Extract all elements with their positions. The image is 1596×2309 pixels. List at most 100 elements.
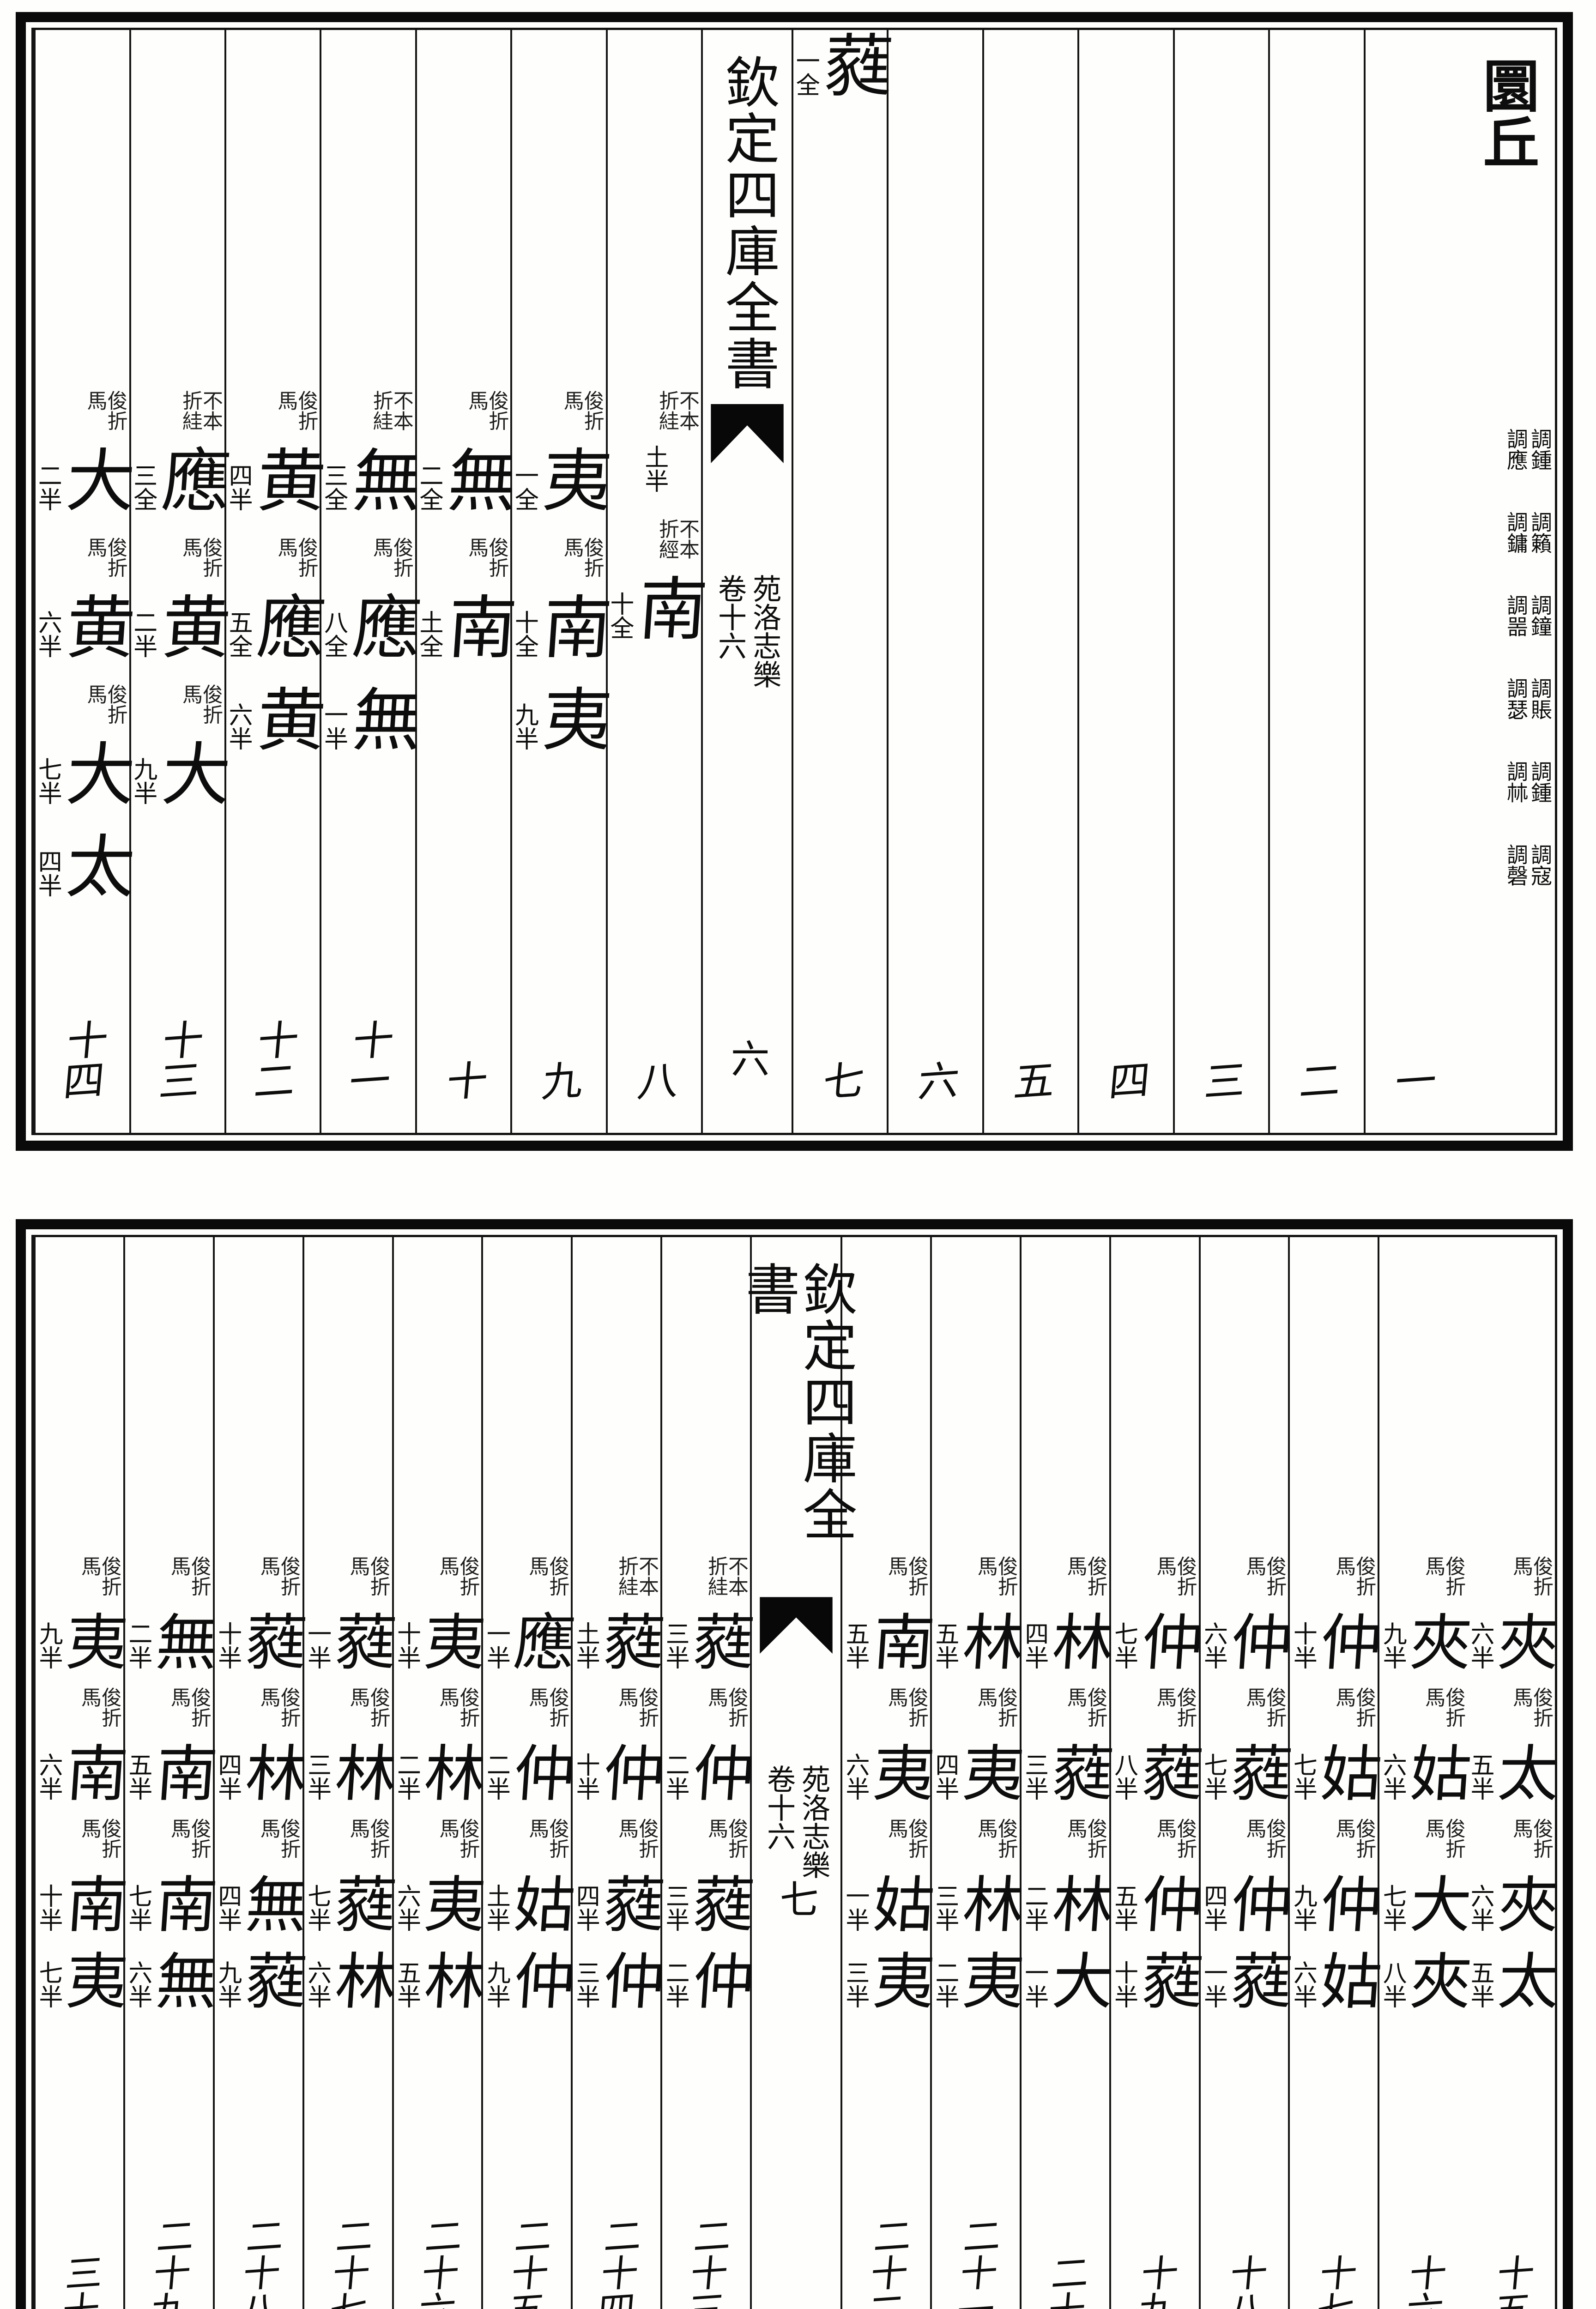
entry-value: 五半 — [1110, 1884, 1138, 1932]
entry-annotation: 俊折馬 — [1063, 1556, 1107, 1596]
pitch-char: 南 — [529, 592, 614, 660]
entry-annotation: 俊折馬 — [83, 390, 127, 431]
entry-value: 四半 — [931, 1753, 959, 1801]
entry-main-row: 五半仲 — [1110, 1873, 1205, 1934]
section-label: 圜丘 — [1474, 57, 1541, 169]
score-entry: 俊折馬 七半南 — [124, 1818, 219, 1934]
score-entry: 俊折馬 六半夾 — [1466, 1556, 1557, 1671]
measure-column: 俊折馬 十半夷俊折馬 二半林俊折馬 六半夷五半林二十六 — [392, 1237, 488, 2309]
entry-main-row: 三全應 — [129, 445, 232, 513]
entry-value: 三半 — [931, 1884, 959, 1932]
entry-main-row: 四半林 — [214, 1741, 309, 1802]
measure-column-content: 俊折馬 九半夷俊折馬 六半南俊折馬 十半南七半夷三十 — [34, 1237, 130, 2309]
measure-number: 十三 — [150, 1017, 206, 1102]
entry-annotation: 俊折馬 — [346, 1556, 390, 1596]
entry-annotation: 俊折馬 — [178, 537, 223, 578]
entry-annotation: 不本折經 — [655, 519, 700, 559]
pitch-char: 應 — [148, 445, 232, 513]
measure-column-content: 四 — [1079, 30, 1173, 1133]
pitch-char: 黄 — [243, 445, 328, 513]
measure-column-content: 俊折馬 五半林俊折馬 四半夷俊折馬 三半林二半夷二十一 — [931, 1237, 1026, 2309]
pitch-char: 夾 — [1486, 1610, 1557, 1671]
score-entry: 六半黄 — [224, 684, 328, 752]
entry-annotation: 俊折馬 — [1421, 1687, 1466, 1728]
entry-main-row: 六半林 — [303, 1949, 399, 2010]
entry-main-row: 六半無 — [124, 1949, 219, 2010]
measure-column-content: 二 — [1270, 30, 1363, 1133]
entry-value: 三半 — [1020, 1753, 1048, 1801]
measure-number: 八 — [629, 1058, 681, 1102]
entry-annotation: 俊折馬 — [973, 1687, 1018, 1728]
pitch-char: 蕤 — [681, 1610, 756, 1671]
entry-main-row: 四半蕤 — [572, 1873, 667, 1934]
measure-number: 二十二 — [859, 2216, 913, 2309]
pitch-char: 林 — [950, 1610, 1026, 1671]
pitch-char: 蕤 — [1129, 1741, 1205, 1802]
score-entry: 俊折馬 四半仲 — [1199, 1818, 1294, 1934]
entry-value: 七半 — [303, 1884, 331, 1932]
entry-value: 六半 — [1466, 1884, 1494, 1932]
pitch-char: 夷 — [950, 1949, 1026, 2010]
margin-column: 圜丘 調鍾 調應 調籟 調鏞 調鐘 調噐 調賬 調瑟 調鍾 調𣏟 調寇 調磬 — [1459, 30, 1555, 1133]
entry-annotation: 俊折馬 — [167, 1556, 211, 1596]
score-entry: 俊折馬 十全南 — [510, 537, 614, 660]
entry-annotation: 俊折馬 — [1509, 1818, 1553, 1859]
entry-main-row: 五半南 — [841, 1610, 937, 1671]
entry-annotation: 俊折馬 — [525, 1818, 569, 1859]
entry-annotation: 俊折馬 — [560, 390, 604, 431]
score-entry: 俊折馬 四半林 — [1021, 1556, 1116, 1671]
pitch-char: 仲 — [1308, 1610, 1384, 1671]
entry-main-row: 八全應 — [320, 592, 423, 660]
entry-main-row: 五半林 — [393, 1949, 488, 2010]
entry-value: 二半 — [482, 1753, 510, 1801]
entry-value: 四半 — [224, 463, 253, 511]
frame-bottom-columns: 俊折馬 六半夾俊折馬 五半太俊折馬 六半夾五半太十五 俊折馬 九半夾俊折馬 六半姑俊折馬 七半… — [31, 1235, 1557, 2309]
pitch-char: 黄 — [243, 684, 328, 752]
entry-value: 六半 — [34, 1753, 62, 1801]
measure-number: 十六 — [1398, 2252, 1449, 2309]
entry-value: 二半 — [34, 463, 62, 511]
measure-number: 二十九 — [142, 2216, 196, 2309]
volume-title-group: 苑洛志樂 卷十六 — [713, 574, 781, 689]
score-entry: 九半夷 — [510, 684, 613, 752]
entry-value: 九半 — [129, 757, 157, 805]
measure-column: 俊折馬 一半蕤俊折馬 三半林俊折馬 七半蕤六半林二十七 — [302, 1237, 399, 2309]
entry-main-row: 二半夷 — [931, 1949, 1026, 2010]
measure-number: 十一 — [341, 1017, 396, 1102]
entry-annotation: 俊折馬 — [435, 1687, 480, 1728]
entry-main-row: 三半蕤 — [1020, 1741, 1116, 1802]
pitch-char: 南 — [624, 573, 709, 641]
entry-main-row: 七半大 — [1378, 1873, 1474, 1934]
entry-value: 六半 — [303, 1960, 331, 2008]
entry-annotation: 俊折馬 — [1421, 1556, 1466, 1596]
score-entry: 俊折馬 九半夷 — [35, 1556, 130, 1671]
score-entry: 俊折馬 二半黄 — [129, 537, 232, 660]
entry-main-row: 十全南 — [606, 573, 709, 641]
entry-annotation: 不本折絓 — [178, 390, 223, 431]
pitch-char: 應 — [243, 592, 328, 660]
entry-value: 九半 — [1378, 1621, 1407, 1669]
pitch-char: 林 — [322, 1741, 399, 1802]
fishtail-icon — [711, 404, 784, 463]
score-entry: 俊折馬 四半無 — [214, 1818, 309, 1934]
entry-value: 九半 — [482, 1960, 510, 2008]
entry-annotation: 俊折馬 — [704, 1687, 748, 1728]
pitch-char: 南 — [434, 592, 519, 660]
entry-main-row: 六半黄 — [224, 684, 328, 752]
measure-column: 俊折馬 六半仲俊折馬 七半蕤俊折馬 四半仲一半蕤十八 — [1198, 1237, 1295, 2309]
pitch-char: 仲 — [1219, 1610, 1295, 1671]
annotation-right-text: 調鍾 — [1528, 428, 1553, 471]
pitch-char: 蕤 — [591, 1873, 667, 1934]
entry-value: 五半 — [1466, 1960, 1494, 2008]
score-entry: 俊折馬二半大 — [34, 390, 137, 513]
entry-value: 二半 — [393, 1753, 421, 1801]
annotation-left-text: 調應 — [1504, 428, 1529, 471]
measure-column-content: 俊折馬 一半應俊折馬 二半仲俊折馬 土半姑九半仲二十五 — [482, 1237, 577, 2309]
measure-column: 俊折馬 二半無俊折馬 五半南俊折馬 七半南六半無二十九 — [123, 1237, 219, 2309]
entry-main-row: 二半大 — [34, 445, 137, 513]
measure-column-content: 俊折馬 二半無俊折馬 五半南俊折馬 七半南六半無二十九 — [124, 1237, 219, 2309]
score-entry: 俊折馬 七半大 — [34, 684, 137, 807]
measure-number: 十五 — [1486, 2252, 1536, 2309]
measure-column-content: 俊折馬 六半仲俊折馬 七半蕤俊折馬 四半仲一半蕤十八 — [1199, 1237, 1295, 2309]
